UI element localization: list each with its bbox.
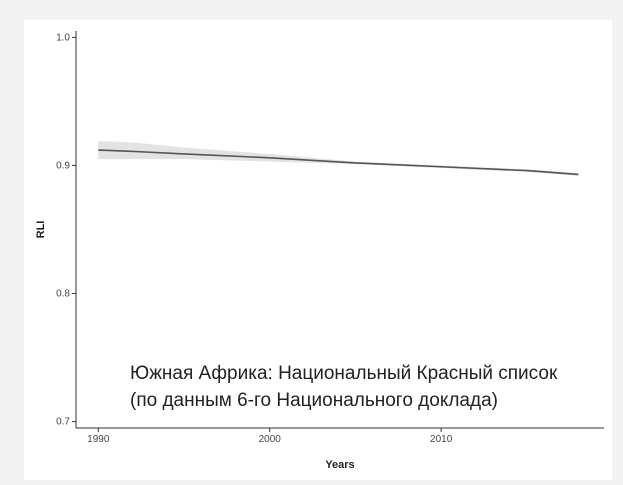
x-axis-title: Years bbox=[325, 459, 354, 471]
rli-trend-line bbox=[98, 149, 579, 176]
chart-panel: 0.7 0.8 0.9 1.0 1990 2000 2010 RLI Years Южна… bbox=[24, 20, 612, 480]
y-tick-label: 0.7 bbox=[56, 417, 70, 428]
line-chart: 0.7 0.8 0.9 1.0 1990 2000 2010 RLI Years bbox=[35, 31, 604, 471]
y-tick-label: 0.9 bbox=[56, 160, 70, 171]
y-axis-ticks: 0.7 0.8 0.9 1.0 bbox=[56, 32, 76, 428]
chart-caption: Южная Африка: Национальный Красный списо… bbox=[130, 360, 570, 414]
confidence-band bbox=[98, 141, 579, 176]
x-tick-label: 2000 bbox=[259, 434, 282, 445]
y-tick-label: 1.0 bbox=[56, 32, 70, 43]
x-tick-label: 1990 bbox=[87, 434, 110, 445]
series-lines bbox=[98, 149, 579, 176]
x-axis-ticks: 1990 2000 2010 bbox=[87, 428, 453, 445]
x-tick-label: 2010 bbox=[430, 434, 453, 445]
confidence-bands bbox=[98, 141, 579, 176]
y-axis-title: RLI bbox=[35, 221, 47, 239]
y-tick-label: 0.8 bbox=[56, 289, 70, 300]
